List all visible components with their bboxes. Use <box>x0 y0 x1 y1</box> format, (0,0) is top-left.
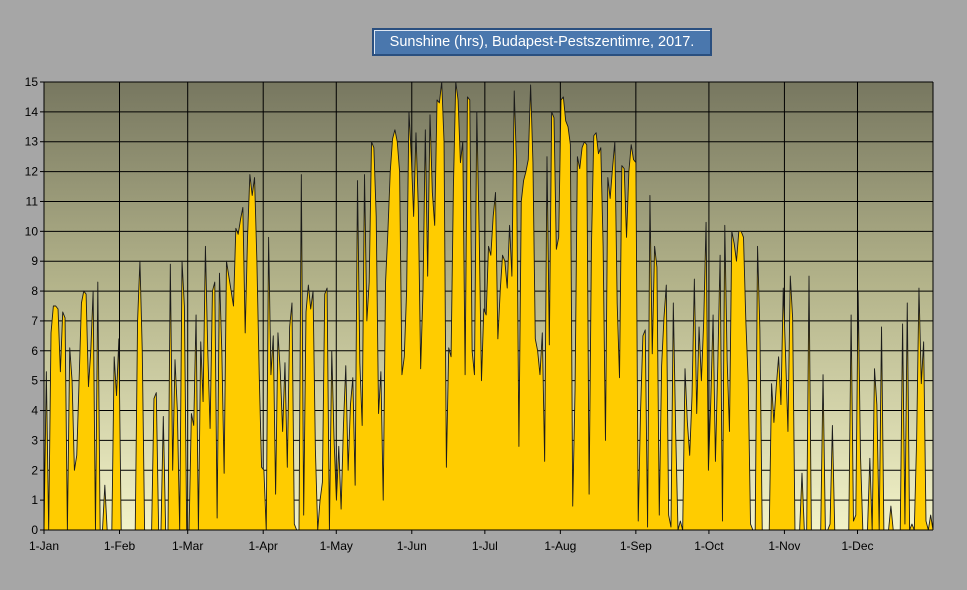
y-tick-label: 4 <box>31 404 38 418</box>
sunshine-area-series <box>44 82 933 530</box>
x-tick-label: 1-Jun <box>397 539 427 553</box>
y-tick-label: 1 <box>31 493 38 507</box>
x-tick-label: 1-Apr <box>249 539 278 553</box>
x-tick-label: 1-May <box>320 539 353 553</box>
y-tick-label: 9 <box>31 254 38 268</box>
x-tick-label: 1-Jan <box>29 539 59 553</box>
y-tick-label: 10 <box>25 224 39 238</box>
x-tick-label: 1-Aug <box>544 539 576 553</box>
y-tick-label: 7 <box>31 314 38 328</box>
y-tick-label: 5 <box>31 374 38 388</box>
sunshine-line-series <box>43 81 934 531</box>
y-tick-label: 8 <box>31 284 38 298</box>
x-tick-label: 1-Feb <box>104 539 136 553</box>
x-tick-labels: 1-Jan 1-Feb 1-Mar 1-Apr 1-May 1-Jun 1-Jul 1-Aug… <box>29 539 874 553</box>
y-tick-label: 3 <box>31 433 38 447</box>
x-tick-label: 1-Sep <box>620 539 652 553</box>
y-tick-label: 2 <box>31 463 38 477</box>
y-tick-label: 0 <box>31 523 38 537</box>
chart-title: Sunshine (hrs), Budapest-Pestszentimre, … <box>372 28 712 56</box>
y-tick-label: 13 <box>25 135 39 149</box>
x-tick-label: 1-Jul <box>472 539 498 553</box>
x-tick-label: 1-Mar <box>172 539 203 553</box>
y-tick-label: 15 <box>25 75 39 89</box>
x-tick-label: 1-Dec <box>841 539 873 553</box>
y-tick-label: 14 <box>25 105 39 119</box>
x-tick-label: 1-Nov <box>768 539 800 553</box>
x-tick-label: 1-Oct <box>694 539 724 553</box>
y-tick-label: 12 <box>25 165 39 179</box>
y-tick-label: 11 <box>26 194 39 208</box>
y-tick-label: 6 <box>31 344 38 358</box>
